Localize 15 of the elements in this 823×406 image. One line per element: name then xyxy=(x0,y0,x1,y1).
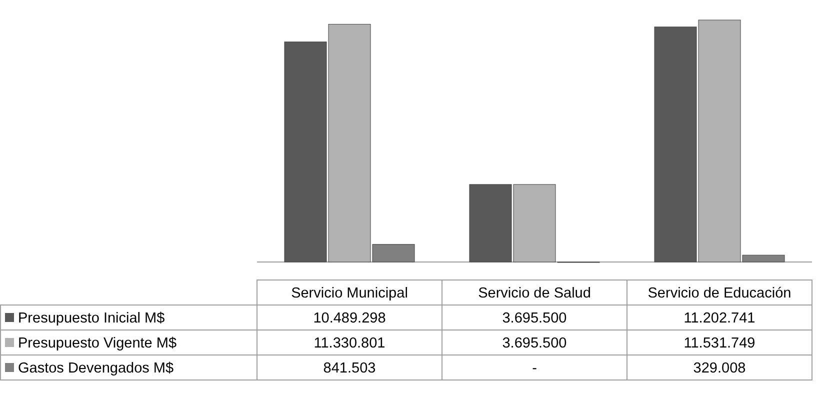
legend-label: Gastos Devengados M$ xyxy=(18,360,174,376)
data-label: 841.503 xyxy=(323,360,376,376)
data-label: 11.531.749 xyxy=(684,336,756,352)
data-label: - xyxy=(532,360,538,376)
data-label: 11.202.741 xyxy=(684,310,756,326)
data-label: 329.008 xyxy=(693,360,746,376)
x-tick-label: Servicio Municipal xyxy=(291,286,408,302)
x-tick-label: Servicio de Educación xyxy=(648,286,792,302)
data-label: 11.330.801 xyxy=(314,336,386,352)
data-label: 10.489.298 xyxy=(313,310,386,326)
legend-label: Presupuesto Inicial M$ xyxy=(18,310,165,326)
data-label: 3.695.500 xyxy=(502,310,567,326)
x-tick-label: Servicio de Salud xyxy=(478,286,591,302)
legend-label: Presupuesto Vigente M$ xyxy=(18,336,177,352)
data-label: 3.695.500 xyxy=(502,336,567,352)
